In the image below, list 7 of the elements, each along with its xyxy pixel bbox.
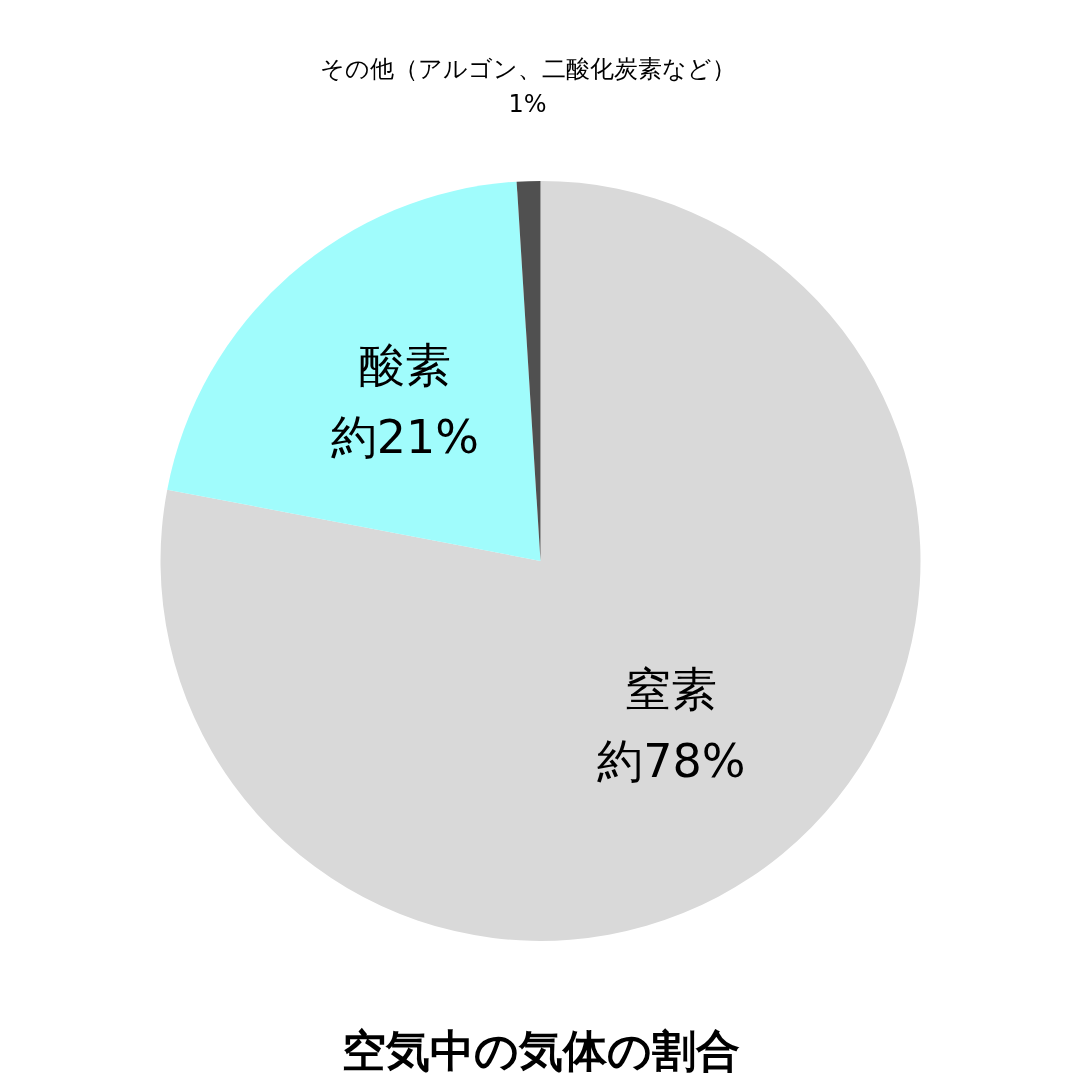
slice-label: 窒素 (625, 661, 718, 716)
data-label: 約21% (330, 410, 479, 465)
text: 空気中の気体の割合 (341, 1024, 740, 1076)
data-label: 約78% (597, 734, 746, 789)
data-label: 1% (508, 90, 547, 119)
slice-label: 酸素 (358, 337, 451, 392)
slice-label: その他（アルゴン、二酸化炭素など） (319, 55, 736, 84)
